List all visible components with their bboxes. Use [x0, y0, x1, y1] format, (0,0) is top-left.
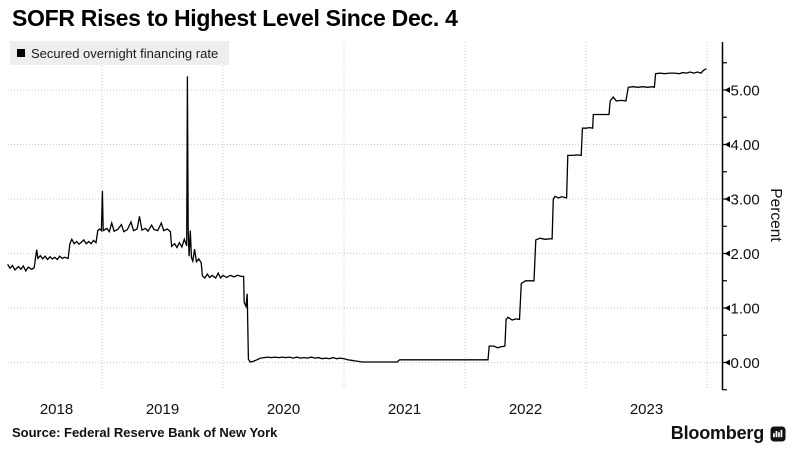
x-year-label: 2021 [388, 401, 421, 418]
bloomberg-bars-icon [770, 426, 786, 441]
y-tick-arrow-icon [724, 141, 730, 148]
y-tick-arrow-icon [724, 305, 730, 311]
source-note: Source: Federal Reserve Bank of New York [12, 425, 278, 440]
y-tick-label: 4.00 [731, 137, 760, 154]
legend-swatch-icon [17, 49, 25, 57]
legend: Secured overnight financing rate [10, 41, 230, 65]
y-axis-title: Percent [767, 188, 784, 242]
x-year-label: 2022 [509, 401, 542, 418]
y-tick-label: 5.00 [731, 83, 760, 100]
x-year-label: 2023 [630, 401, 663, 418]
y-tick-arrow-icon [724, 250, 730, 257]
x-year-label: 2020 [267, 401, 300, 418]
y-tick-arrow-icon [724, 359, 730, 366]
y-tick-label: 2.00 [731, 246, 760, 263]
chart-title: SOFR Rises to Highest Level Since Dec. 4 [12, 5, 458, 31]
sofr-line [7, 68, 707, 363]
bloomberg-logo: Bloomberg [671, 423, 786, 444]
x-year-label: 2019 [146, 401, 179, 418]
y-tick-arrow-icon [724, 87, 730, 93]
legend-label: Secured overnight financing rate [31, 45, 219, 61]
y-tick-label: 1.00 [731, 301, 760, 318]
y-tick-arrow-icon [724, 196, 730, 202]
bloomberg-wordmark: Bloomberg [670, 423, 764, 443]
y-tick-label: 3.00 [731, 192, 760, 209]
x-year-label: 2018 [40, 401, 73, 418]
y-tick-label: 0.00 [731, 355, 760, 372]
